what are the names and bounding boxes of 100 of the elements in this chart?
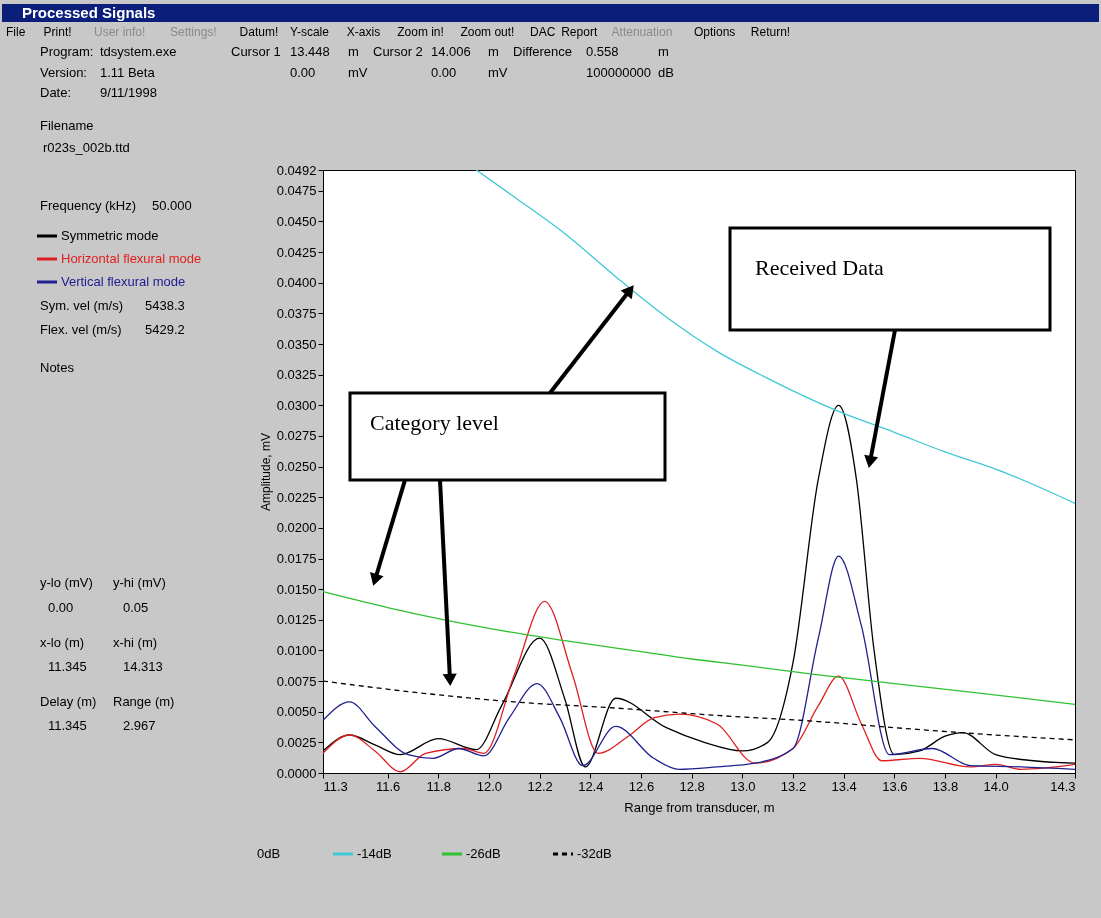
line-series: [323, 590, 1075, 706]
x-tick-label: 14.0: [983, 778, 1009, 794]
text: 2.967: [123, 718, 156, 733]
y-tick-label: 0.0225: [276, 489, 317, 505]
line-series: [323, 555, 1075, 770]
text: File: [6, 25, 26, 39]
text: 13.448: [290, 44, 330, 59]
y-tick-label: 0.0475: [276, 183, 317, 199]
text: mV: [488, 65, 508, 80]
y-tick-label: 0.0075: [276, 673, 317, 689]
legend-label: Symmetric mode: [61, 228, 159, 243]
text: tdsystem.exe: [100, 44, 177, 59]
x-axis-title: Range from transducer, m: [624, 799, 775, 815]
text: X-axis: [346, 25, 381, 39]
x-tick-label: 11.8: [426, 778, 451, 794]
text: 1.11 Beta: [100, 65, 156, 80]
text: 50.000: [152, 198, 192, 213]
y-tick-label: 0.0492: [276, 162, 317, 178]
legend-label: -26dB: [466, 846, 501, 861]
x-tick-label: 12.4: [578, 778, 604, 794]
y-tick-label: 0.0375: [276, 305, 317, 321]
text: 0.05: [123, 600, 149, 615]
x-tick-label: 13.2: [780, 778, 807, 794]
annotation: Received Data: [755, 255, 885, 280]
x-tick-label: 13.8: [932, 778, 959, 794]
legend-label: -14dB: [357, 846, 392, 861]
text: Report: [561, 25, 598, 39]
x-tick-label: 12.0: [476, 778, 503, 794]
text: 0.00: [431, 65, 457, 80]
text: Flex. vel (m/s): [40, 322, 122, 337]
text: Zoom in!: [397, 25, 444, 39]
y-tick-label: 0.0000: [276, 765, 317, 781]
text: Range (m): [113, 694, 175, 709]
text: mV: [348, 65, 368, 80]
y-tick-label: 0.0400: [276, 275, 317, 291]
text: Notes: [40, 360, 75, 375]
text: Program:: [40, 44, 94, 59]
text: x-lo (m): [40, 635, 85, 650]
text: 0.558: [586, 44, 619, 59]
y-tick-label: 0.0050: [276, 704, 317, 720]
text: Frequency (kHz): [40, 198, 137, 213]
x-tick-label: 13.0: [730, 778, 756, 794]
x-tick-label: 11.3: [323, 778, 348, 794]
x-tick-label: 13.6: [882, 778, 908, 794]
text: 100000000: [586, 65, 652, 80]
x-tick-label: 12.8: [679, 778, 705, 794]
annotation: Category level: [370, 410, 499, 435]
text: Version:: [40, 65, 87, 80]
text: x-hi (m): [113, 635, 158, 650]
text: m: [348, 44, 359, 59]
text: Filename: [40, 118, 94, 133]
text: Zoom out!: [460, 25, 515, 39]
text: Options: [694, 25, 736, 39]
x-tick-label: 12.6: [628, 778, 655, 794]
text: Cursor 1: [231, 44, 281, 59]
text: Delay (m): [40, 694, 97, 709]
x-tick-label: 11.6: [375, 778, 401, 794]
text: m: [488, 44, 499, 59]
text: 14.313: [123, 659, 163, 674]
y-tick-label: 0.0025: [276, 734, 317, 750]
x-tick-label: 12.2: [527, 778, 553, 794]
text: 5429.2: [145, 322, 185, 337]
text: 11.345: [48, 718, 87, 733]
text: Datum!: [239, 25, 279, 39]
text: 9/11/1998: [100, 85, 157, 100]
y-tick-label: 0.0175: [276, 551, 317, 567]
text: 14.006: [431, 44, 471, 59]
text: y-lo (mV): [40, 575, 93, 590]
text: Difference: [513, 44, 573, 59]
text: Sym. vel (m/s): [40, 298, 124, 313]
text: Processed Signals: [22, 4, 156, 21]
y-tick-label: 0.0275: [276, 428, 317, 444]
y-tick-label: 0.0200: [276, 520, 317, 536]
text: dB: [658, 65, 674, 80]
text: 0.00: [48, 600, 74, 615]
y-tick-label: 0.0100: [276, 642, 317, 658]
y-tick-label: 0.0250: [276, 459, 317, 475]
text: 0dB: [257, 846, 281, 861]
text: Settings!: [170, 25, 217, 39]
y-axis-title: Amplitude, mV: [258, 432, 273, 512]
text: y-hi (mV): [113, 575, 166, 590]
text: r023s_002b.ttd: [43, 140, 130, 155]
text: Y-scale: [290, 25, 330, 39]
legend-label: -32dB: [577, 846, 612, 861]
text: 0.00: [290, 65, 316, 80]
text: Attenuation: [611, 25, 673, 39]
legend-label: Horizontal flexural mode: [61, 251, 202, 266]
text: m: [658, 44, 669, 59]
y-tick-label: 0.0325: [276, 367, 317, 383]
line-series: [323, 600, 1075, 773]
text: 11.345: [48, 659, 87, 674]
y-tick-label: 0.0425: [276, 244, 317, 260]
text: Return!: [750, 25, 791, 39]
x-tick-label: 14.3: [1050, 778, 1076, 794]
text: DAC: [530, 25, 556, 39]
y-tick-label: 0.0450: [276, 213, 317, 229]
text: Print!: [43, 25, 72, 39]
y-tick-label: 0.0150: [276, 581, 317, 597]
x-tick-label: 13.4: [831, 778, 857, 794]
legend-label: Vertical flexural mode: [61, 274, 186, 289]
